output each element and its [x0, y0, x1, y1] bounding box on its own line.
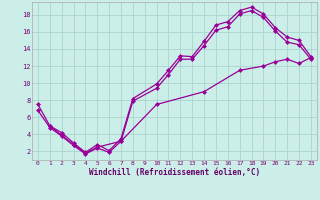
X-axis label: Windchill (Refroidissement éolien,°C): Windchill (Refroidissement éolien,°C): [89, 168, 260, 177]
